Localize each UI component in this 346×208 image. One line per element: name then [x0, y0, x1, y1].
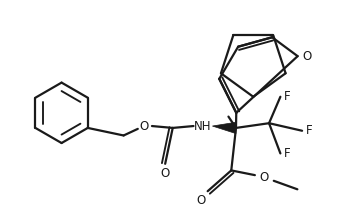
Text: NH: NH	[194, 120, 212, 132]
Text: O: O	[140, 120, 149, 132]
Text: F: F	[284, 90, 290, 103]
Text: F: F	[306, 124, 312, 137]
Text: O: O	[260, 171, 269, 184]
Polygon shape	[212, 122, 236, 134]
Text: O: O	[197, 194, 206, 207]
Text: F: F	[284, 147, 290, 160]
Text: O: O	[161, 167, 170, 180]
Text: O: O	[302, 50, 312, 63]
